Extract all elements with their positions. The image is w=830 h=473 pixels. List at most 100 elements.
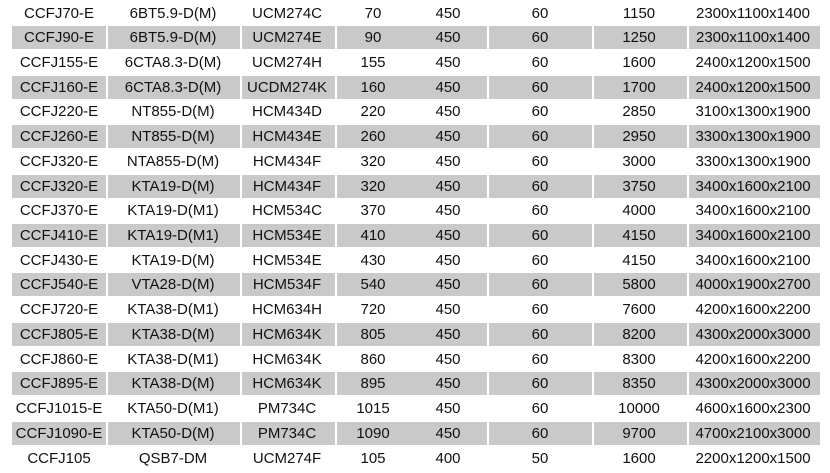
- table-cell: 6BT5.9-D(M): [129, 4, 217, 22]
- table-row: CCFJ805-E KTA38-D(M) HCM634K 805 450 60 8200 43…: [0, 322, 830, 346]
- table-row: CCFJ160-E 6CTA8.3-D(M) UCDM274K 160 450 60 170…: [0, 75, 830, 99]
- table-cell: 60: [531, 53, 549, 71]
- table-cell: KTA19-D(M): [131, 251, 215, 269]
- row-stripe: [12, 322, 106, 346]
- table-cell: 8350: [622, 375, 656, 393]
- table-cell: 3400x1600x2100: [695, 251, 811, 269]
- table-cell: 450: [435, 202, 461, 220]
- table-cell: 860: [360, 350, 386, 368]
- table-cell: CCFJ1090-E: [15, 424, 103, 442]
- row-stripe: [337, 75, 487, 99]
- table-cell: 60: [531, 103, 549, 121]
- table-cell: CCFJ155-E: [19, 53, 99, 71]
- table-cell: VTA28-D(M): [131, 276, 215, 294]
- table-row: CCFJ90-E 6BT5.9-D(M) UCM274E 90 450 60 1250 230…: [0, 26, 830, 50]
- table-cell: KTA38-D(M1): [127, 350, 219, 368]
- table-cell: 60: [531, 152, 549, 170]
- table-cell: HCM634K: [252, 375, 322, 393]
- table-cell: PM734C: [257, 424, 317, 442]
- table-cell: 60: [531, 202, 549, 220]
- table-cell: 6CTA8.3-D(M): [124, 78, 222, 96]
- table-cell: 60: [531, 325, 549, 343]
- row-stripe: [242, 322, 335, 346]
- table-cell: HCM434F: [252, 177, 322, 195]
- row-stripe: [242, 224, 335, 247]
- table-row: CCFJ860-E KTA38-D(M1) HCM634K 860 450 60 8300 4…: [0, 348, 830, 371]
- table-cell: 155: [360, 53, 386, 71]
- table-cell: 895: [360, 375, 386, 393]
- table-cell: 3300x1300x1900: [695, 128, 811, 146]
- table-row: CCFJ370-E KTA19-D(M1) HCM534C 370 450 60 4000 3…: [0, 199, 830, 222]
- row-stripe: [594, 372, 687, 396]
- row-stripe: [12, 273, 106, 297]
- table-cell: KTA38-D(M): [131, 325, 215, 343]
- table-cell: 4200x1600x2200: [695, 301, 811, 319]
- table-cell: 4150: [622, 251, 656, 269]
- table-row: CCFJ155-E 6CTA8.3-D(M) UCM274H 155 450 60 1600…: [0, 51, 830, 74]
- table-cell: HCM434F: [252, 152, 322, 170]
- row-stripe: [108, 174, 240, 198]
- table-row: CCFJ895-E KTA38-D(M) HCM634K 895 450 60 8350 43…: [0, 372, 830, 396]
- row-stripe: [12, 174, 106, 198]
- table-cell: CCFJ160-E: [19, 78, 99, 96]
- table-cell: HCM634K: [252, 325, 322, 343]
- table-cell: KTA19-D(M1): [127, 227, 219, 244]
- table-cell: 4300x2000x3000: [695, 325, 811, 343]
- table-cell: CCFJ320-E: [19, 152, 99, 170]
- table-row: CCFJ720-E KTA38-D(M1) HCM634H 720 450 60 7600 4…: [0, 298, 830, 321]
- table-cell: 60: [531, 350, 549, 368]
- row-stripe: [489, 322, 592, 346]
- table-cell: 1090: [356, 424, 390, 442]
- table-cell: 10000: [618, 400, 660, 417]
- table-cell: KTA38-D(M): [131, 375, 215, 393]
- table-cell: 450: [435, 301, 461, 319]
- table-cell: 540: [360, 276, 386, 294]
- table-cell: NT855-D(M): [131, 128, 215, 146]
- row-stripe: [689, 75, 820, 99]
- row-stripe: [337, 224, 487, 247]
- row-stripe: [489, 75, 592, 99]
- row-stripe: [337, 322, 487, 346]
- row-stripe: [489, 125, 592, 149]
- row-stripe: [12, 26, 106, 50]
- row-stripe: [12, 372, 106, 396]
- table-cell: 430: [360, 251, 386, 269]
- table-cell: 4700x2100x3000: [695, 424, 811, 442]
- row-stripe: [489, 174, 592, 198]
- table-cell: KTA19-D(M1): [127, 202, 219, 220]
- table-cell: 1015: [356, 400, 390, 417]
- table-cell: CCFJ540-E: [19, 276, 99, 294]
- table-cell: CCFJ805-E: [19, 325, 99, 343]
- table-cell: 1600: [622, 53, 656, 71]
- table-cell: CCFJ1015-E: [15, 400, 103, 417]
- row-stripe: [337, 125, 487, 149]
- table-cell: CCFJ430-E: [19, 251, 99, 269]
- row-stripe: [12, 75, 106, 99]
- table-cell: 370: [360, 202, 386, 220]
- table-cell: 8300: [622, 350, 656, 368]
- table-cell: 4600x1600x2300: [695, 400, 811, 417]
- table-cell: 9700: [622, 424, 656, 442]
- table-cell: CCFJ860-E: [19, 350, 99, 368]
- row-stripe: [242, 372, 335, 396]
- table-row: CCFJ410-E KTA19-D(M1) HCM534E 410 450 60 4150 3…: [0, 224, 830, 247]
- table-cell: 450: [435, 152, 461, 170]
- table-row: CCFJ320-E NTA855-D(M) HCM434F 320 450 60 3000 3…: [0, 150, 830, 173]
- table-cell: 450: [435, 29, 461, 47]
- table-cell: 2950: [622, 128, 656, 146]
- table-cell: 400: [435, 449, 461, 467]
- row-stripe: [594, 421, 687, 445]
- table-cell: 450: [435, 78, 461, 96]
- table-cell: 2850: [622, 103, 656, 121]
- table-cell: 50: [531, 449, 549, 467]
- table-cell: 450: [435, 325, 461, 343]
- row-stripe: [689, 125, 820, 149]
- table-cell: 410: [360, 227, 386, 244]
- row-stripe: [337, 26, 487, 50]
- table-cell: 450: [435, 128, 461, 146]
- table-cell: NTA855-D(M): [126, 152, 220, 170]
- table-row: CCFJ70-E 6BT5.9-D(M) UCM274C 70 450 60 1150 230…: [0, 2, 830, 25]
- table-cell: HCM534E: [252, 251, 322, 269]
- table-cell: 60: [531, 400, 549, 417]
- row-stripe: [689, 322, 820, 346]
